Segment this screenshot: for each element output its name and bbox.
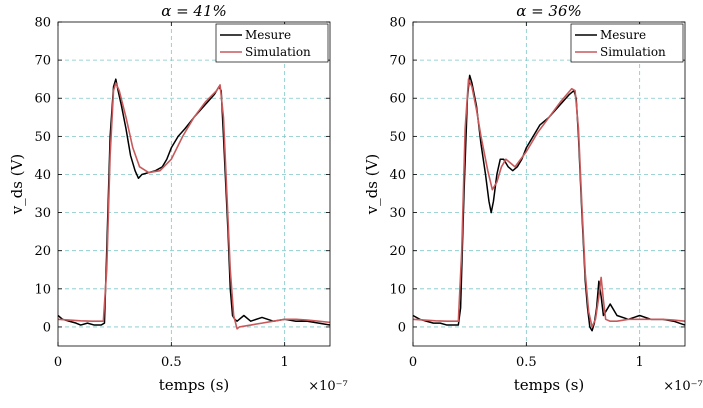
x-tick-label: 1 [636, 355, 644, 370]
legend-label: Mesure [600, 28, 646, 42]
x-axis-label: temps (s) [159, 376, 230, 394]
y-tick-label: 10 [34, 282, 51, 297]
legend: Mesure Simulation [570, 23, 684, 63]
y-tick-label: 70 [34, 54, 51, 69]
plot-area [413, 22, 685, 346]
x-axis-multiplier: ×10⁻⁷ [663, 379, 703, 394]
y-tick-label: 0 [398, 320, 406, 335]
legend-label: Mesure [245, 28, 291, 42]
y-tick-label: 10 [389, 282, 406, 297]
chart-title: α = 41% [161, 2, 227, 20]
y-tick-label: 50 [389, 130, 406, 145]
series-line-simulation [57, 82, 331, 330]
y-tick-label: 80 [34, 16, 51, 31]
x-tick-label: 1 [281, 355, 289, 370]
plot-frame [412, 21, 686, 347]
y-axis-label: v_ds (V) [363, 154, 381, 216]
y-tick-label: 80 [389, 16, 406, 31]
x-tick-label: 0.5 [516, 355, 537, 370]
legend-label: Simulation [600, 45, 666, 59]
series-line-mesure [57, 78, 331, 326]
x-axis-label: temps (s) [514, 376, 585, 394]
y-tick-label: 60 [34, 92, 51, 107]
y-tick-label: 50 [34, 130, 51, 145]
y-tick-label: 30 [34, 206, 51, 221]
legend-box [570, 23, 684, 63]
legend: Mesure Simulation [215, 23, 329, 63]
y-tick-label: 20 [389, 244, 406, 259]
y-tick-label: 60 [389, 92, 406, 107]
y-tick-label: 40 [389, 168, 406, 183]
y-tick-label: 0 [43, 320, 51, 335]
plot-frame [57, 21, 331, 347]
legend-box [215, 23, 329, 63]
y-tick-label: 20 [34, 244, 51, 259]
series-line-simulation [412, 78, 686, 328]
x-tick-label: 0.5 [161, 355, 182, 370]
y-axis-label: v_ds (V) [8, 154, 26, 216]
y-tick-label: 70 [389, 54, 406, 69]
legend-label: Simulation [245, 45, 311, 59]
x-tick-label: 0 [409, 355, 417, 370]
x-axis-multiplier: ×10⁻⁷ [308, 379, 348, 394]
plot-area [58, 22, 330, 346]
y-tick-label: 30 [389, 206, 406, 221]
x-tick-label: 0 [54, 355, 62, 370]
chart-title: α = 36% [516, 2, 582, 20]
y-tick-label: 40 [34, 168, 51, 183]
